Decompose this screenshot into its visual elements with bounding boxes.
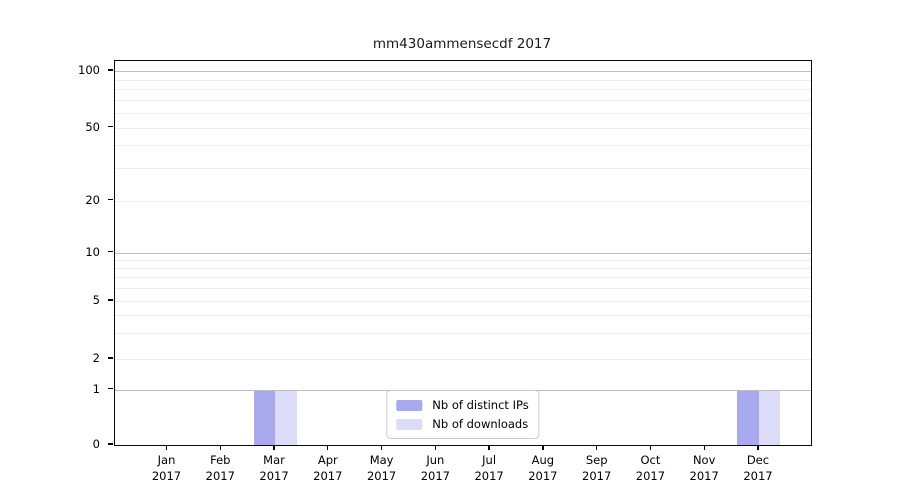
gridline-minor	[115, 112, 811, 114]
x-tick-label: Dec 2017	[743, 453, 773, 483]
bar-distinct-ips-dec	[737, 389, 759, 445]
x-tick-label: Jan 2017	[151, 453, 182, 483]
gridline-major	[115, 71, 811, 72]
bar-downloads-mar	[275, 389, 297, 445]
x-tick-label: Feb 2017	[205, 453, 235, 483]
x-tick	[327, 445, 329, 450]
y-tick	[108, 443, 113, 445]
y-tick	[108, 299, 113, 301]
x-tick-label: Apr 2017	[313, 453, 343, 483]
x-tick	[757, 445, 759, 450]
gridline-minor	[115, 315, 811, 317]
x-tick	[434, 445, 436, 450]
gridline-minor	[115, 277, 811, 279]
gridline-minor	[115, 89, 811, 91]
gridline-minor	[115, 288, 811, 290]
gridline-minor	[115, 333, 811, 335]
gridline-minor	[115, 100, 811, 102]
gridline-minor	[115, 268, 811, 270]
legend-item-distinct-ips: Nb of distinct IPs	[396, 398, 529, 412]
y-tick-label: 2	[92, 351, 100, 365]
x-tick-label: Mar 2017	[259, 453, 289, 483]
legend-item-downloads: Nb of downloads	[396, 417, 528, 431]
gridline-minor	[115, 259, 811, 261]
y-tick	[108, 69, 113, 71]
y-tick-label: 5	[92, 293, 100, 307]
y-tick	[108, 125, 113, 128]
gridline-minor	[115, 79, 811, 81]
y-tick-label: 0	[92, 437, 100, 451]
legend-swatch-distinct-ips	[396, 399, 423, 411]
x-tick	[273, 445, 275, 450]
plot-area: Nb of distinct IPs Nb of downloads	[114, 60, 812, 446]
x-tick-label: May 2017	[366, 453, 397, 483]
x-tick-label: Sep 2017	[582, 453, 612, 483]
gridline-minor	[115, 168, 811, 170]
gridline-minor	[115, 301, 811, 302]
x-tick-label: Aug 2017	[528, 453, 558, 483]
bar-downloads-dec	[758, 389, 781, 445]
y-tick-label: 50	[85, 119, 100, 134]
legend-label-distinct-ips: Nb of distinct IPs	[432, 398, 529, 412]
x-tick	[219, 445, 221, 450]
y-tick-label: 20	[85, 192, 100, 207]
y-tick	[108, 198, 113, 201]
x-tick-label: Nov 2017	[689, 453, 719, 483]
y-tick-label: 1	[92, 381, 100, 396]
y-tick-label: 100	[78, 63, 100, 77]
x-tick	[649, 445, 652, 450]
gridline-major	[115, 252, 811, 254]
gridline-minor	[115, 200, 811, 202]
legend-label-downloads: Nb of downloads	[432, 417, 529, 431]
x-tick-label: Jul 2017	[474, 453, 504, 483]
gridline-minor	[115, 145, 811, 147]
bar-distinct-ips-mar	[253, 389, 276, 445]
y-tick	[108, 250, 113, 253]
x-tick	[165, 445, 168, 450]
chart-title: mm430ammensecdf 2017	[372, 36, 552, 52]
gridline-minor	[115, 359, 811, 360]
legend: Nb of distinct IPs Nb of downloads	[386, 390, 540, 439]
x-tick	[488, 445, 490, 450]
y-tick-label: 10	[85, 244, 100, 259]
x-tick-label: Oct 2017	[635, 453, 666, 483]
x-tick	[380, 445, 383, 450]
y-tick	[108, 357, 113, 359]
y-tick	[108, 387, 113, 390]
x-tick	[596, 445, 598, 450]
legend-swatch-downloads	[396, 418, 423, 430]
x-tick	[542, 445, 544, 450]
gridline-minor	[115, 127, 811, 129]
x-tick-label: Jun 2017	[420, 453, 450, 483]
x-tick	[703, 445, 705, 450]
